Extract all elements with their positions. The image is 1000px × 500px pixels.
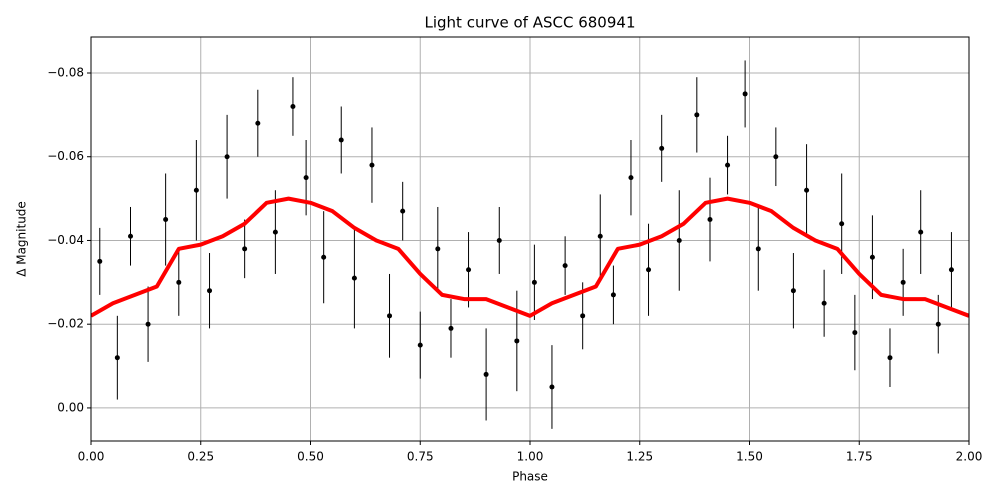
data-point <box>610 292 616 298</box>
data-point <box>466 267 472 273</box>
x-tick-label: 0.25 <box>187 450 214 464</box>
y-axis-label: Δ Magnitude <box>15 201 29 277</box>
x-tick-label: 0.50 <box>297 450 324 464</box>
data-point <box>338 137 344 143</box>
data-point <box>804 187 810 193</box>
data-point <box>369 162 375 168</box>
y-tick-label: 0.00 <box>57 400 84 414</box>
y-tick-label: −0.06 <box>47 149 84 163</box>
data-point <box>255 120 261 126</box>
data-point <box>887 355 893 361</box>
data-point <box>790 288 796 294</box>
data-point <box>707 217 713 223</box>
data-point <box>242 246 248 252</box>
x-tick-label: 2.00 <box>956 450 983 464</box>
y-tick-label: −0.02 <box>47 317 84 331</box>
data-point <box>580 313 586 319</box>
data-point <box>773 154 779 160</box>
data-point <box>918 229 924 235</box>
x-axis-label: Phase <box>512 470 548 484</box>
data-point <box>948 267 954 273</box>
data-point <box>207 288 213 294</box>
data-point <box>725 162 731 168</box>
data-point <box>755 246 761 252</box>
data-point <box>435 246 441 252</box>
data-point <box>400 208 406 214</box>
data-point <box>483 371 489 377</box>
data-point <box>417 342 423 348</box>
data-point <box>676 237 682 243</box>
grid <box>90 37 970 441</box>
data-point <box>514 338 520 344</box>
data-point <box>531 279 537 285</box>
data-point <box>852 330 858 336</box>
data-point <box>869 254 875 260</box>
x-tick-label: 1.50 <box>736 450 763 464</box>
data-point <box>694 112 700 118</box>
data-point <box>224 154 230 160</box>
data-point <box>448 325 454 331</box>
x-tick-label: 1.25 <box>626 450 653 464</box>
data-point <box>387 313 393 319</box>
y-tick-label: −0.08 <box>47 66 84 80</box>
data-point <box>290 103 296 109</box>
data-point <box>272 229 278 235</box>
model-curve <box>91 196 969 318</box>
data-point <box>351 275 357 281</box>
data-point <box>128 233 134 239</box>
data-point <box>97 258 103 264</box>
data-point <box>742 91 748 97</box>
data-point <box>821 300 827 306</box>
data-point <box>646 267 652 273</box>
data-point <box>163 217 169 223</box>
data-point <box>496 237 502 243</box>
x-tick-label: 1.00 <box>517 450 544 464</box>
y-tick-label: −0.04 <box>47 233 84 247</box>
data-point <box>935 321 941 327</box>
x-tick-label: 0.75 <box>407 450 434 464</box>
data-point <box>900 279 906 285</box>
plot-area <box>91 60 969 429</box>
x-tick-label: 1.75 <box>846 450 873 464</box>
data-point <box>193 187 199 193</box>
data-point <box>839 221 845 227</box>
data-point <box>303 175 309 181</box>
data-point <box>321 254 327 260</box>
data-point <box>562 263 568 269</box>
data-point <box>145 321 151 327</box>
data-point <box>549 384 555 390</box>
chart-title: Light curve of ASCC 680941 <box>425 14 636 32</box>
ticks: 0.00 0.25 0.50 0.75 1.00 1.25 1.50 1.75 2.00 −0.0… <box>47 66 982 464</box>
data-point <box>597 233 603 239</box>
data-point <box>114 355 120 361</box>
data-point <box>176 279 182 285</box>
x-tick-label: 0.00 <box>78 450 105 464</box>
data-point <box>659 145 665 151</box>
data-point <box>628 175 634 181</box>
